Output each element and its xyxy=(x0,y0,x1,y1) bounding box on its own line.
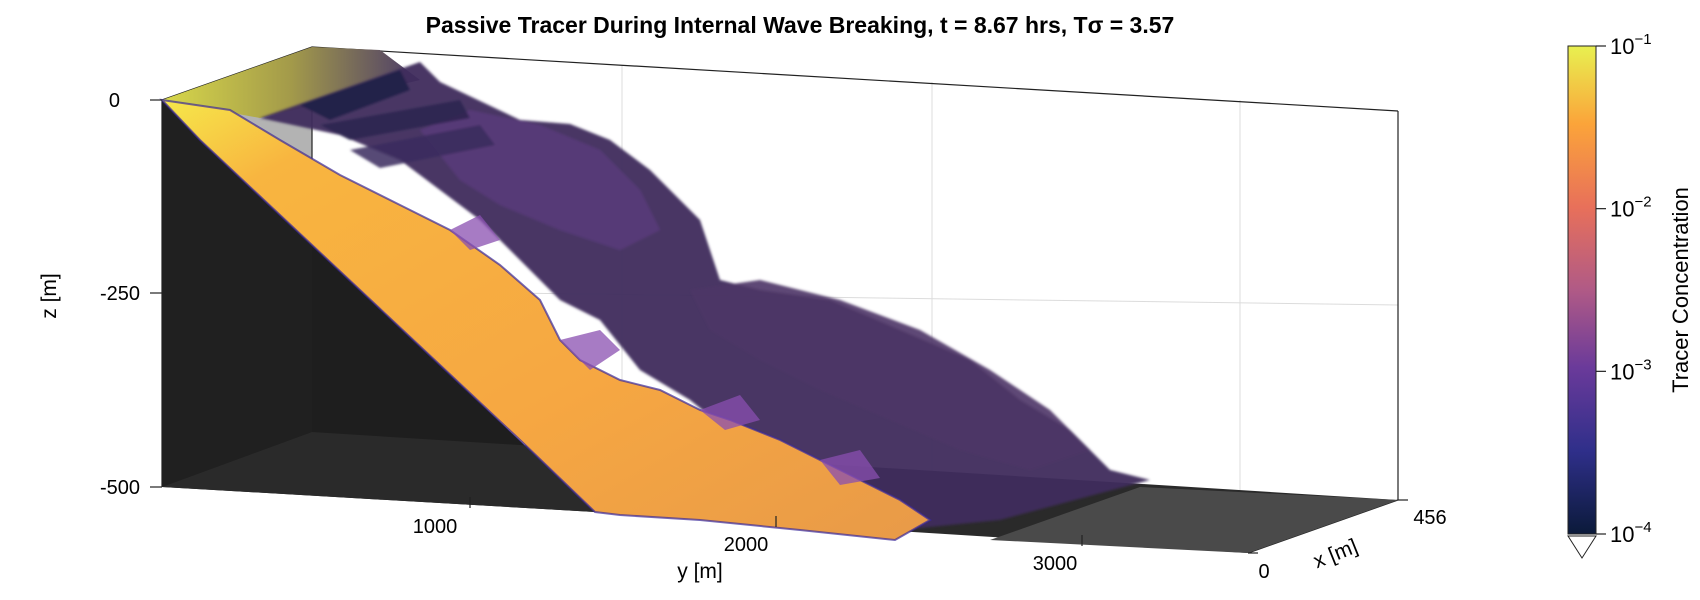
x-tick-label: 456 xyxy=(1413,507,1446,529)
colorbar-tick-label: 10−2 xyxy=(1610,194,1652,222)
x-axis-ticks xyxy=(1248,499,1408,554)
floor-flat xyxy=(990,487,1398,553)
plume-fingers xyxy=(450,215,880,485)
tracer-plume xyxy=(159,98,932,542)
x-tick-label: 0 xyxy=(1258,561,1269,583)
surface-top xyxy=(162,47,420,118)
colorbar-underflow-triangle xyxy=(1567,535,1597,559)
y-axis-label: y [m] xyxy=(677,560,723,583)
y-tick-label: 1000 xyxy=(413,516,458,538)
z-axis-label: z [m] xyxy=(38,273,61,319)
y-axis-ticks xyxy=(469,497,1083,546)
z-tick-label: -250 xyxy=(100,283,140,305)
z-tick-label: 0 xyxy=(109,90,120,112)
colorbar-label: Tracer Concentration xyxy=(1668,187,1693,393)
tracer-cloud xyxy=(260,62,1150,530)
colorbar-gradient xyxy=(1567,45,1597,535)
colorbar-tick-label: 10−4 xyxy=(1610,519,1652,547)
x-axis-label: x [m] xyxy=(1310,535,1361,573)
z-axis-ticks xyxy=(150,99,162,488)
colorbar-tick-label: 10−3 xyxy=(1610,356,1652,384)
y-tick-label: 3000 xyxy=(1033,553,1078,575)
chart-title: Passive Tracer During Internal Wave Brea… xyxy=(425,12,1175,38)
colorbar: 10−1 10−2 10−3 10−4 Tracer Concentration xyxy=(1567,31,1693,559)
y-tick-label: 2000 xyxy=(724,534,769,556)
z-tick-label: -500 xyxy=(100,477,140,499)
colorbar-ticks: 10−1 10−2 10−3 10−4 xyxy=(1596,31,1652,547)
colorbar-tick-label: 10−1 xyxy=(1610,31,1652,59)
